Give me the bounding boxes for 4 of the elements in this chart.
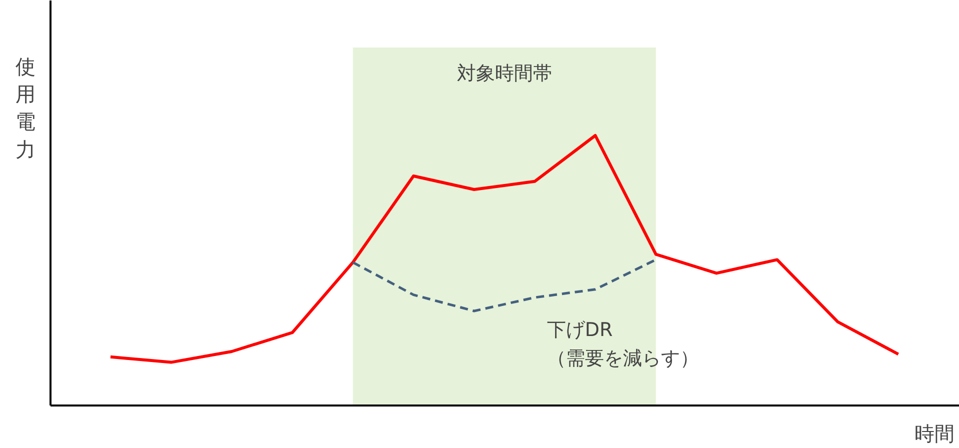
text: 対象時間帯 [456,62,552,84]
annotation: 下げDR （需要を減らす） [546,319,699,370]
x-axis-title: 時間 [914,422,954,446]
y-axis-title: 使用電力 [16,54,36,162]
